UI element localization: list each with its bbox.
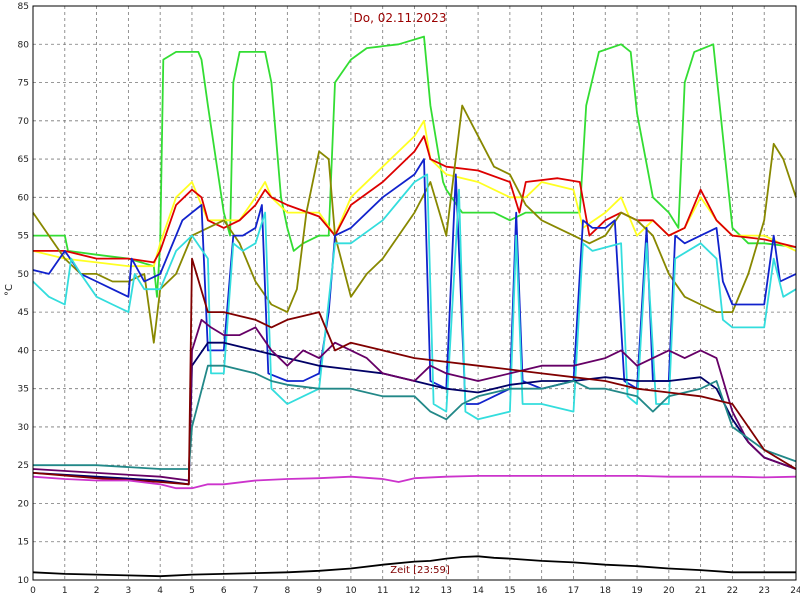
x-tick-label: 3	[126, 586, 132, 596]
series-line-12	[32, 555, 796, 578]
x-tick-label: 14	[472, 586, 484, 596]
x-tick-label: 13	[441, 586, 452, 596]
y-tick-label: 10	[18, 576, 30, 586]
series-line-6	[32, 173, 797, 421]
y-tick-label: 45	[18, 308, 29, 318]
y-tick-label: 35	[18, 385, 29, 395]
y-tick-label: 75	[18, 79, 29, 89]
x-tick-label: 0	[30, 586, 36, 596]
x-tick-label: 16	[536, 586, 548, 596]
x-tick-label: 19	[631, 586, 643, 596]
x-tick-label: 23	[758, 586, 769, 596]
x-tick-label: 10	[345, 586, 357, 596]
x-axis-ticks: 0 1 2 3 4 5 6 7 8 9 10 11 12 13 14 15 16 17 18 19 20 21 22 23 24	[30, 586, 800, 596]
y-tick-label: 50	[18, 270, 30, 280]
x-tick-label: 15	[504, 586, 515, 596]
series-line-7	[32, 341, 797, 486]
x-tick-label: 4	[157, 586, 163, 596]
y-tick-label: 15	[18, 538, 29, 548]
series-line-1	[33, 35, 797, 298]
x-tick-label: 11	[377, 586, 388, 596]
y-tick-label: 40	[18, 346, 30, 356]
y-tick-label: 55	[18, 232, 29, 242]
y-tick-label: 30	[18, 423, 30, 433]
series-line-3	[33, 135, 797, 264]
x-axis-label: Zeit [23:59]	[390, 565, 450, 576]
x-tick-label: 18	[600, 586, 612, 596]
y-tick-label: 60	[18, 193, 30, 203]
x-tick-label: 7	[253, 586, 259, 596]
x-tick-label: 22	[727, 586, 738, 596]
x-tick-label: 9	[316, 586, 322, 596]
y-tick-label: 20	[18, 499, 30, 509]
x-tick-label: 2	[94, 586, 100, 596]
x-tick-label: 12	[409, 586, 420, 596]
series-line-9	[33, 364, 797, 470]
y-axis-label: °C	[4, 284, 15, 296]
y-tick-label: 70	[18, 117, 30, 127]
x-tick-label: 8	[284, 586, 290, 596]
series-line-11	[32, 475, 797, 490]
series-layer	[32, 35, 797, 578]
chart-title: Do, 02.11.2023	[354, 11, 447, 25]
series-line-5	[32, 158, 797, 405]
plot-frame	[32, 5, 797, 581]
y-tick-label: 85	[18, 2, 29, 12]
x-tick-label: 20	[663, 586, 675, 596]
y-tick-label: 65	[18, 155, 29, 165]
series-line-10	[32, 257, 797, 486]
x-tick-label: 17	[568, 586, 579, 596]
x-tick-label: 1	[62, 586, 68, 596]
x-tick-label: 21	[695, 586, 706, 596]
series-line-4	[32, 104, 797, 344]
series-line-8	[32, 318, 797, 482]
x-tick-label: 6	[221, 586, 227, 596]
x-tick-label: 24	[790, 586, 800, 596]
x-tick-label: 5	[189, 586, 195, 596]
y-axis-ticks: 10 15 20 25 30 35 40 45 50 55 60 65 70 75 80 85	[18, 2, 30, 586]
y-tick-label: 80	[18, 40, 30, 50]
y-tick-label: 25	[18, 461, 29, 471]
